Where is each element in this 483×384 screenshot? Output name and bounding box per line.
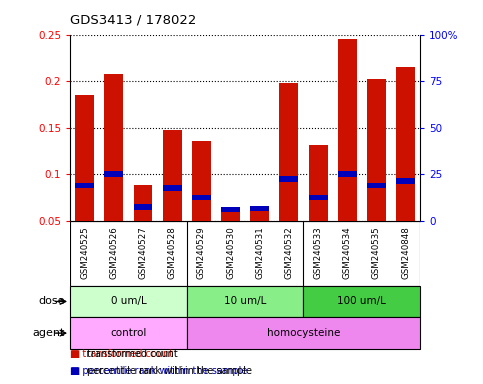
Text: GSM240848: GSM240848: [401, 226, 410, 279]
Text: GSM240534: GSM240534: [343, 226, 352, 279]
Bar: [163, 185, 182, 191]
Bar: [133, 204, 153, 210]
Text: 10 um/L: 10 um/L: [224, 296, 266, 306]
Bar: [338, 39, 357, 221]
Text: ■ transformed count: ■ transformed count: [70, 349, 173, 359]
Text: GDS3413 / 178022: GDS3413 / 178022: [70, 14, 197, 27]
Text: GSM240530: GSM240530: [226, 226, 235, 279]
Text: 0 um/L: 0 um/L: [111, 296, 146, 306]
Bar: [75, 183, 94, 188]
Text: agent: agent: [33, 328, 65, 338]
Text: GSM240529: GSM240529: [197, 226, 206, 279]
Bar: [192, 195, 211, 200]
Bar: [104, 74, 123, 221]
Text: percentile rank within the sample: percentile rank within the sample: [87, 366, 252, 376]
Bar: [75, 95, 94, 221]
Bar: [303, 286, 420, 317]
Bar: [70, 317, 187, 349]
Bar: [396, 178, 415, 184]
Text: ■: ■: [70, 349, 79, 359]
Text: homocysteine: homocysteine: [267, 328, 340, 338]
Text: ■ percentile rank within the sample: ■ percentile rank within the sample: [70, 366, 247, 376]
Text: GSM240527: GSM240527: [139, 226, 147, 279]
Text: GSM240528: GSM240528: [168, 226, 177, 279]
Text: GSM240532: GSM240532: [284, 226, 293, 279]
Text: control: control: [110, 328, 146, 338]
Bar: [187, 317, 420, 349]
Text: GSM240526: GSM240526: [109, 226, 118, 279]
Text: GSM240535: GSM240535: [372, 226, 381, 279]
Bar: [309, 195, 327, 200]
Bar: [396, 67, 415, 221]
Bar: [279, 83, 298, 221]
Bar: [192, 141, 211, 221]
Bar: [133, 185, 153, 221]
Bar: [279, 176, 298, 182]
Bar: [187, 286, 303, 317]
Bar: [250, 206, 269, 212]
Bar: [309, 146, 327, 221]
Bar: [70, 286, 187, 317]
Bar: [250, 209, 269, 221]
Text: ■: ■: [70, 366, 79, 376]
Bar: [221, 207, 240, 212]
Bar: [367, 183, 386, 188]
Bar: [367, 79, 386, 221]
Text: GSM240525: GSM240525: [80, 226, 89, 279]
Bar: [338, 171, 357, 177]
Text: GSM240531: GSM240531: [255, 226, 264, 279]
Text: dose: dose: [39, 296, 65, 306]
Bar: [163, 129, 182, 221]
Text: GSM240533: GSM240533: [313, 226, 323, 279]
Text: 100 um/L: 100 um/L: [338, 296, 386, 306]
Bar: [104, 171, 123, 177]
Text: transformed count: transformed count: [87, 349, 178, 359]
Bar: [221, 210, 240, 221]
